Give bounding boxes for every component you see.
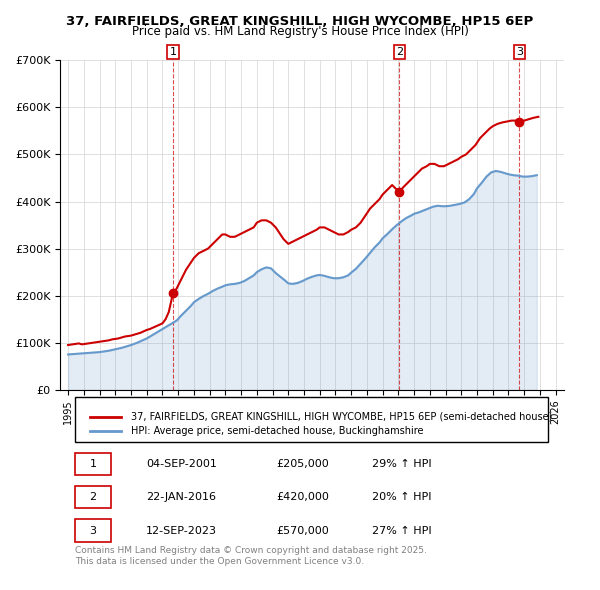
Text: 04-SEP-2001: 04-SEP-2001: [146, 459, 217, 469]
Text: 1: 1: [169, 47, 176, 57]
Text: HPI: Average price, semi-detached house, Buckinghamshire: HPI: Average price, semi-detached house,…: [131, 427, 423, 437]
Text: £420,000: £420,000: [277, 492, 329, 502]
FancyBboxPatch shape: [76, 397, 548, 441]
Text: 3: 3: [516, 47, 523, 57]
Text: Price paid vs. HM Land Registry's House Price Index (HPI): Price paid vs. HM Land Registry's House …: [131, 25, 469, 38]
Text: 3: 3: [89, 526, 97, 536]
FancyBboxPatch shape: [76, 486, 110, 509]
FancyBboxPatch shape: [76, 519, 110, 542]
Text: 27% ↑ HPI: 27% ↑ HPI: [372, 526, 432, 536]
Text: £205,000: £205,000: [277, 459, 329, 469]
Text: Contains HM Land Registry data © Crown copyright and database right 2025.
This d: Contains HM Land Registry data © Crown c…: [76, 546, 427, 566]
Text: 2: 2: [396, 47, 403, 57]
Text: 2: 2: [89, 492, 97, 502]
Text: 1: 1: [89, 459, 97, 469]
Text: 29% ↑ HPI: 29% ↑ HPI: [372, 459, 432, 469]
FancyBboxPatch shape: [76, 453, 110, 475]
Text: 37, FAIRFIELDS, GREAT KINGSHILL, HIGH WYCOMBE, HP15 6EP (semi-detached house): 37, FAIRFIELDS, GREAT KINGSHILL, HIGH WY…: [131, 412, 552, 422]
Text: £570,000: £570,000: [277, 526, 329, 536]
Text: 12-SEP-2023: 12-SEP-2023: [146, 526, 217, 536]
Text: 22-JAN-2016: 22-JAN-2016: [146, 492, 216, 502]
Text: 37, FAIRFIELDS, GREAT KINGSHILL, HIGH WYCOMBE, HP15 6EP: 37, FAIRFIELDS, GREAT KINGSHILL, HIGH WY…: [67, 15, 533, 28]
Text: 20% ↑ HPI: 20% ↑ HPI: [372, 492, 432, 502]
